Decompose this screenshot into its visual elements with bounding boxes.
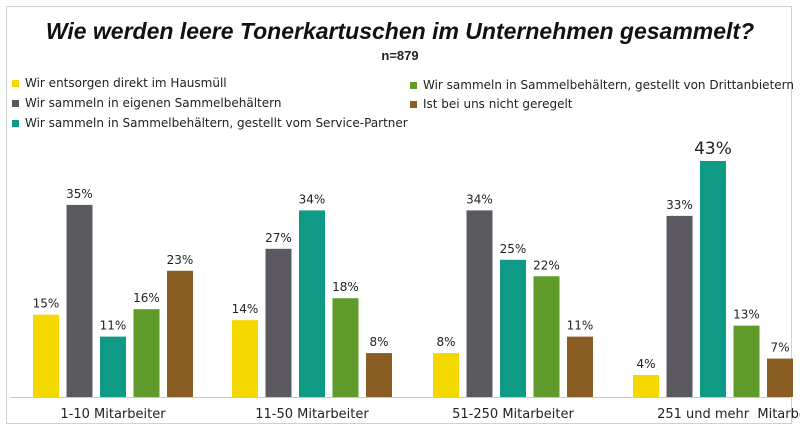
bar-nicht-geregelt-group-4 (767, 358, 793, 397)
data-label-service-partner-group-3: 25% (500, 242, 527, 256)
category-label-1: 1-10 Mitarbeiter (60, 407, 166, 422)
legend-label: Wir sammeln in Sammelbehältern, gestellt… (423, 78, 794, 92)
chart-subtitle: n=879 (381, 48, 419, 63)
data-label-service-partner-group-4: 43% (694, 139, 732, 159)
data-label-nicht-geregelt-group-2: 8% (369, 335, 388, 349)
category-label-2: 11-50 Mitarbeiter (255, 407, 369, 422)
bar-eigene-group-4 (666, 215, 693, 397)
data-label-drittanbieter-group-1: 16% (133, 291, 160, 305)
bar-eigene-group-3 (466, 210, 493, 397)
legend-item-drittanbieter: Wir sammeln in Sammelbehältern, gestellt… (410, 78, 794, 92)
bar-drittanbieter-group-4 (733, 325, 760, 397)
data-label-hausmuell-group-1: 15% (33, 297, 60, 311)
data-label-eigene-group-4: 33% (666, 198, 693, 212)
legend-item-eigene: Wir sammeln in eigenen Sammelbehältern (12, 96, 281, 110)
chart-title: Wie werden leere Tonerkartuschen im Unte… (45, 18, 755, 44)
legend-item-hausmuell: Wir entsorgen direkt im Hausmüll (12, 76, 227, 90)
bar-eigene-group-2 (265, 248, 292, 397)
bar-nicht-geregelt-group-1 (167, 270, 193, 397)
legend-label: Ist bei uns nicht geregelt (423, 97, 573, 111)
bar-service-partner-group-1 (100, 336, 126, 397)
legend-swatch (410, 81, 417, 89)
bar-service-partner-group-3 (500, 259, 526, 397)
legend-swatch (12, 79, 19, 87)
data-label-nicht-geregelt-group-1: 23% (167, 253, 194, 267)
category-label-4: 251 und mehr Mitarbeiter (657, 407, 800, 422)
legend-label: Wir sammeln in eigenen Sammelbehältern (25, 96, 282, 110)
legend-item-service-partner: Wir sammeln in Sammelbehältern, gestellt… (12, 116, 408, 130)
data-label-service-partner-group-2: 34% (299, 192, 326, 206)
data-label-hausmuell-group-2: 14% (232, 302, 259, 316)
data-label-drittanbieter-group-4: 13% (733, 308, 760, 322)
data-label-service-partner-group-1: 11% (100, 319, 127, 333)
bar-service-partner-group-2 (299, 210, 325, 397)
legend-swatch (12, 99, 19, 107)
bar-hausmuell-group-1 (33, 314, 59, 397)
legend-label: Wir entsorgen direkt im Hausmüll (25, 76, 227, 90)
bar-hausmuell-group-4 (633, 375, 659, 397)
bar-nicht-geregelt-group-3 (567, 336, 593, 397)
category-label-3: 51-250 Mitarbeiter (452, 407, 574, 422)
data-label-eigene-group-1: 35% (66, 187, 93, 201)
data-label-eigene-group-2: 27% (265, 231, 292, 245)
legend-swatch (12, 119, 19, 127)
bar-drittanbieter-group-3 (533, 276, 560, 397)
data-label-hausmuell-group-4: 4% (636, 357, 655, 371)
bar-hausmuell-group-2 (232, 320, 258, 397)
data-label-drittanbieter-group-2: 18% (332, 280, 359, 294)
bar-drittanbieter-group-1 (133, 309, 160, 397)
data-label-nicht-geregelt-group-3: 11% (567, 319, 594, 333)
data-label-nicht-geregelt-group-4: 7% (770, 341, 789, 355)
legend-swatch (410, 100, 417, 108)
bar-service-partner-group-4 (700, 161, 726, 397)
bar-hausmuell-group-3 (433, 353, 459, 397)
legend-item-nicht-geregelt: Ist bei uns nicht geregelt (410, 97, 573, 111)
data-label-eigene-group-3: 34% (466, 192, 493, 206)
data-label-drittanbieter-group-3: 22% (533, 258, 560, 272)
bar-drittanbieter-group-2 (332, 298, 359, 397)
legend-label: Wir sammeln in Sammelbehältern, gestellt… (25, 116, 408, 130)
bar-eigene-group-1 (66, 204, 93, 397)
bar-nicht-geregelt-group-2 (366, 353, 392, 397)
data-label-hausmuell-group-3: 8% (436, 335, 455, 349)
